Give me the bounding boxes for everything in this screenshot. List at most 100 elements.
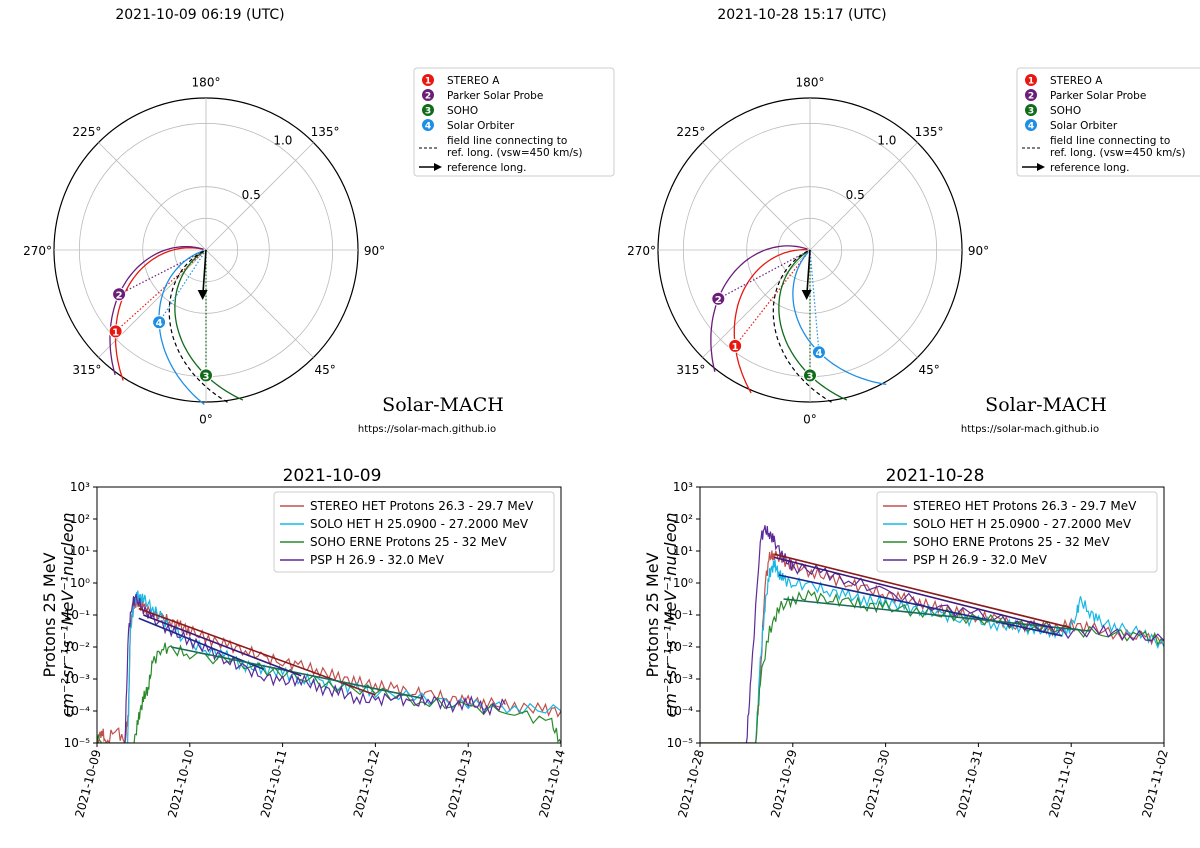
spacecraft-marker-number: 2 — [715, 295, 722, 306]
fit-line — [171, 646, 422, 699]
y-tick-label: 10⁻² — [667, 640, 694, 654]
legend-marker — [1025, 119, 1037, 131]
legend-label: STEREO HET Protons 26.3 - 29.7 MeV — [310, 499, 534, 513]
spacecraft-marker-number: 4 — [815, 348, 822, 359]
y-tick-label: 10² — [70, 512, 90, 526]
y-axis-label: Protons 25 MeV — [40, 552, 59, 677]
polar-angle-label: 0° — [803, 412, 817, 426]
polar-plot-right: 2021-10-28 15:17 (UTC) Solar-MACH https:… — [627, 7, 1200, 435]
spacecraft-marker-number: 4 — [156, 318, 163, 329]
y-axis-label: cm⁻²sr⁻¹s⁻¹MeV⁻¹nucleon — [661, 513, 680, 718]
reference-field-line — [772, 250, 833, 404]
spacecraft-marker-number: 2 — [116, 290, 123, 301]
polar-spoke — [809, 142, 918, 251]
y-axis-label: Protons 25 MeV — [643, 552, 662, 677]
series-line — [97, 642, 561, 743]
legend-marker-number: 4 — [425, 122, 431, 132]
legend-label: Solar Orbiter — [447, 120, 515, 132]
spacecraft-marker — [112, 287, 127, 302]
polar-angle-label: 180° — [192, 76, 221, 90]
legend-marker — [422, 74, 434, 86]
legend-field-line-label: field line connecting to — [447, 135, 567, 147]
spacecraft-marker — [711, 291, 726, 306]
line-title-left: 2021-10-09 — [283, 466, 382, 486]
legend-marker — [1025, 74, 1037, 86]
field-line-spiral — [710, 245, 808, 372]
spacecraft-marker-number: 1 — [112, 327, 119, 338]
line-plot-left: 2021-10-09 10⁻⁵ 10⁻⁴ 10⁻³ 10⁻² 10⁻¹ 10⁰ 10¹ 10²… — [40, 466, 568, 819]
x-tick-label: 2021-10-10 — [165, 748, 197, 819]
y-tick-label: 10⁻⁵ — [64, 736, 91, 750]
spacecraft-marker — [152, 315, 167, 330]
spacecraft-radial-line — [115, 249, 207, 332]
polar-angle-label: 225° — [676, 125, 705, 139]
polar-legend-box — [413, 67, 615, 177]
spacecraft-marker — [811, 345, 826, 360]
legend-marker-number: 1 — [425, 77, 431, 87]
legend-label: Solar Orbiter — [1050, 120, 1118, 132]
polar-angle-label: 225° — [72, 125, 101, 139]
spacecraft-radial-line — [118, 249, 207, 295]
polar-spoke — [205, 142, 314, 251]
polar-radial-tick-label: 0.5 — [242, 188, 261, 202]
legend-marker — [422, 104, 434, 116]
x-tick-label: 2021-10-30 — [861, 748, 893, 819]
field-line-spiral — [733, 249, 808, 394]
y-tick-label: 10⁻⁵ — [667, 736, 694, 750]
brand-label-left: Solar-MACH — [382, 394, 504, 416]
legend-marker-number: 3 — [425, 107, 431, 117]
url-label-left: https://solar-mach.github.io — [358, 424, 496, 435]
series-group — [97, 590, 561, 743]
polar-radial-tick-label: 1.0 — [877, 133, 896, 147]
polar-angle-label: 90° — [968, 244, 989, 258]
legend-marker-number: 3 — [1028, 107, 1034, 117]
polar-angle-label: 0° — [199, 412, 213, 426]
polar-spoke — [98, 249, 207, 358]
series-line — [700, 550, 1164, 743]
polar-plot-left: 2021-10-09 06:19 (UTC) Solar-MACH https:… — [23, 7, 615, 435]
legend-marker — [422, 89, 434, 101]
legend-marker-number: 2 — [1028, 92, 1034, 102]
spacecraft-radial-line — [809, 249, 820, 353]
reference-field-line — [168, 250, 229, 404]
field-line-spiral — [792, 251, 887, 386]
series-line — [700, 589, 1164, 743]
polar-title-left: 2021-10-09 06:19 (UTC) — [115, 7, 284, 23]
reference-arrow-head — [801, 290, 812, 301]
spacecraft-marker-number: 1 — [732, 342, 739, 353]
y-tick-label: 10³ — [673, 480, 693, 494]
x-tick-label: 2021-10-29 — [768, 748, 800, 819]
field-line-spiral — [109, 245, 204, 376]
x-tick-label: 2021-10-09 — [72, 748, 104, 819]
y-tick-label: 10⁰ — [70, 576, 90, 590]
spacecraft-marker-number: 3 — [203, 371, 210, 382]
polar-spoke — [702, 142, 811, 251]
fit-line — [143, 614, 302, 677]
polar-angle-label: 45° — [314, 363, 335, 377]
y-tick-label: 10⁰ — [673, 576, 693, 590]
x-tick-label: 2021-11-02 — [1139, 748, 1171, 819]
series-line — [755, 559, 1164, 743]
polar-angle-label: 180° — [796, 76, 825, 90]
legend-label: STEREO HET Protons 26.3 - 29.7 MeV — [913, 499, 1137, 513]
legend-arrow-head — [434, 163, 442, 171]
legend-label: Parker Solar Probe — [447, 90, 543, 102]
y-tick-label: 10¹ — [673, 544, 693, 558]
legend-label: SOHO ERNE Protons 25 - 32 MeV — [913, 535, 1110, 549]
y-tick-label: 10⁻⁴ — [667, 704, 694, 718]
fit-line — [774, 553, 1072, 629]
legend-marker — [1025, 104, 1037, 116]
polar-radial-tick-label: 0.5 — [846, 188, 865, 202]
polar-angle-label: 315° — [72, 363, 101, 377]
plot-frame — [96, 486, 562, 744]
x-tick-label: 2021-10-11 — [258, 748, 290, 819]
reference-arrow-line — [201, 249, 207, 299]
y-tick-label: 10⁻¹ — [667, 608, 694, 622]
y-tick-label: 10¹ — [70, 544, 90, 558]
polar-angle-label: 135° — [311, 125, 340, 139]
polar-spoke — [702, 249, 811, 358]
polar-angle-label: 270° — [627, 244, 656, 258]
polar-spoke — [205, 249, 314, 358]
legend-label: STEREO A — [1050, 75, 1103, 87]
spacecraft-marker — [108, 324, 123, 339]
